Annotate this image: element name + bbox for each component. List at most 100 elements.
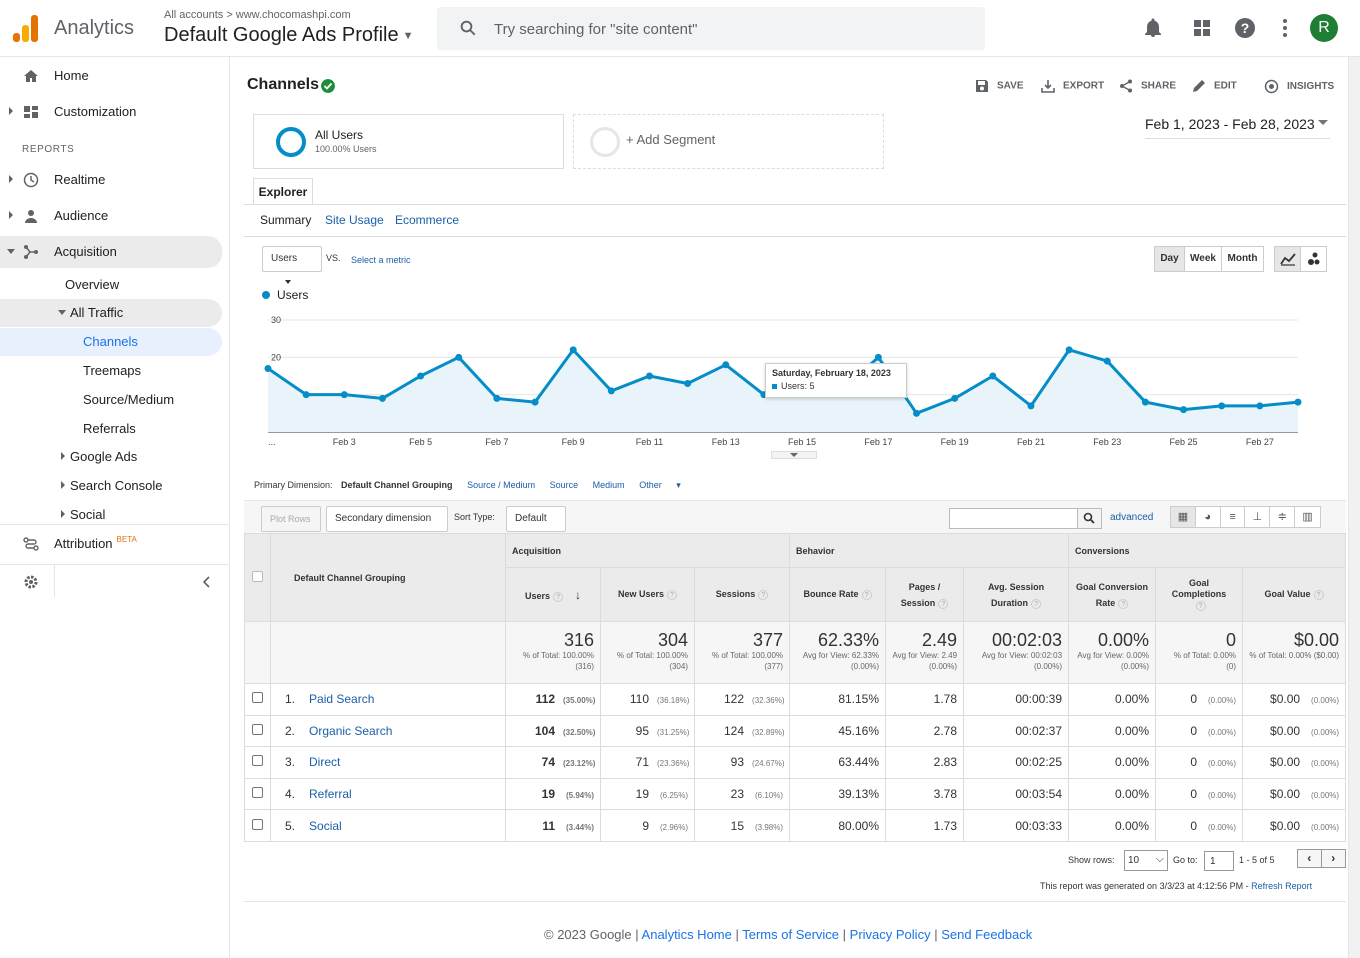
- footer-link-feedback[interactable]: Send Feedback: [941, 927, 1033, 942]
- next-page-chevron-icon[interactable]: ›: [1331, 851, 1336, 865]
- data-point[interactable]: [607, 387, 615, 395]
- data-table-view-icon[interactable]: ▦: [1171, 507, 1196, 527]
- sidebar-item-home[interactable]: Home: [0, 62, 222, 90]
- data-point[interactable]: [1180, 406, 1188, 414]
- data-point[interactable]: [569, 346, 577, 354]
- refresh-report-link[interactable]: Refresh Report: [1251, 881, 1313, 891]
- sidebar-item-channels[interactable]: Channels: [0, 328, 222, 356]
- sidebar-item-search-console[interactable]: Search Console: [0, 472, 222, 500]
- dimension-medium[interactable]: Medium: [592, 480, 625, 490]
- row-checkbox[interactable]: [252, 692, 263, 704]
- performance-view-icon[interactable]: ≡: [1221, 507, 1246, 527]
- goto-input[interactable]: 1: [1204, 851, 1234, 871]
- view-selector[interactable]: Default Google Ads Profile ▼: [164, 24, 413, 47]
- more-vert-icon[interactable]: [1273, 16, 1297, 40]
- show-rows-select[interactable]: 10 ⌵: [1124, 850, 1168, 871]
- dimension-source-medium[interactable]: Source / Medium: [467, 480, 536, 490]
- channel-link[interactable]: Referral: [309, 787, 352, 802]
- footer-link-terms[interactable]: Terms of Service: [742, 927, 840, 942]
- help-icon[interactable]: ?: [758, 590, 769, 600]
- term-cloud-view-icon[interactable]: ≑: [1270, 507, 1296, 527]
- analytics-logo-icon[interactable]: [13, 14, 39, 42]
- channel-link[interactable]: Social: [309, 818, 342, 833]
- dimension-other-dropdown[interactable]: Other ▾: [639, 480, 681, 490]
- sidebar-item-acquisition[interactable]: Acquisition: [0, 236, 222, 268]
- data-point[interactable]: [493, 394, 501, 402]
- channel-link[interactable]: Direct: [309, 755, 341, 770]
- column-header-goal-conversion-rate[interactable]: Goal Conversion Rate?: [1068, 567, 1157, 622]
- sidebar-item-realtime[interactable]: Realtime: [0, 166, 222, 194]
- channel-link[interactable]: Organic Search: [309, 723, 393, 738]
- footer-link-analytics-home[interactable]: Analytics Home: [641, 927, 732, 942]
- help-icon[interactable]: ?: [1313, 590, 1324, 600]
- channel-link[interactable]: Paid Search: [309, 692, 375, 707]
- sidebar-item-social[interactable]: Social: [0, 501, 222, 529]
- help-icon[interactable]: ?: [667, 590, 678, 600]
- advanced-filter-link[interactable]: advanced: [1110, 512, 1154, 523]
- data-point[interactable]: [684, 379, 692, 387]
- column-header-new-users[interactable]: New Users?: [600, 567, 695, 622]
- row-checkbox[interactable]: [252, 818, 263, 830]
- column-header-sessions[interactable]: Sessions?: [693, 567, 791, 622]
- table-filter-search-button[interactable]: [1077, 509, 1101, 528]
- help-icon[interactable]: ?: [861, 590, 872, 600]
- period-day-button[interactable]: Day: [1154, 246, 1185, 272]
- help-icon[interactable]: ?: [938, 598, 949, 609]
- tab-explorer[interactable]: Explorer: [253, 178, 313, 205]
- settings-gear-icon[interactable]: [23, 574, 39, 590]
- account-crumb[interactable]: All accounts: [164, 9, 224, 21]
- row-checkbox[interactable]: [252, 787, 263, 799]
- data-point[interactable]: [1256, 402, 1264, 410]
- insights-button[interactable]: INSIGHTS: [1264, 79, 1334, 94]
- data-point[interactable]: [951, 394, 959, 402]
- column-header-goal-completions[interactable]: Goal Completions?: [1155, 567, 1244, 622]
- data-point[interactable]: [1103, 357, 1111, 365]
- motion-chart-toggle[interactable]: [1300, 246, 1327, 272]
- column-header-pages-session[interactable]: Pages / Session?: [885, 567, 965, 622]
- help-icon[interactable]: ?: [1031, 598, 1042, 609]
- select-all-checkbox[interactable]: [252, 571, 263, 582]
- dimension-header[interactable]: Default Channel Grouping: [270, 533, 506, 622]
- prev-page-chevron-icon[interactable]: ‹: [1298, 850, 1322, 867]
- add-segment-button[interactable]: + Add Segment: [573, 114, 884, 169]
- data-point[interactable]: [378, 394, 386, 402]
- sidebar-item-treemaps[interactable]: Treemaps: [0, 357, 222, 385]
- help-icon[interactable]: ?: [1233, 16, 1257, 40]
- subtab-ecommerce[interactable]: Ecommerce: [395, 213, 460, 227]
- secondary-dimension-select[interactable]: Secondary dimension: [326, 506, 448, 545]
- data-point[interactable]: [722, 361, 730, 369]
- period-month-button[interactable]: Month: [1221, 246, 1264, 272]
- segment-all-users[interactable]: All Users 100.00% Users: [253, 114, 564, 169]
- column-header-goal-value[interactable]: Goal Value?: [1242, 567, 1347, 622]
- data-point[interactable]: [1294, 398, 1302, 406]
- data-point[interactable]: [417, 372, 425, 380]
- data-point[interactable]: [1218, 402, 1226, 410]
- data-point[interactable]: [645, 372, 653, 380]
- apps-grid-icon[interactable]: [1190, 16, 1214, 40]
- edit-button[interactable]: EDIT: [1192, 79, 1237, 93]
- chart-resize-handle[interactable]: [771, 451, 817, 459]
- data-point[interactable]: [531, 398, 539, 406]
- data-point[interactable]: [913, 409, 921, 417]
- sidebar-item-audience[interactable]: Audience: [0, 202, 222, 230]
- account-avatar[interactable]: R: [1310, 14, 1338, 42]
- data-point[interactable]: [340, 391, 348, 399]
- sidebar-item-customization[interactable]: Customization: [0, 98, 222, 126]
- sidebar-item-google-ads[interactable]: Google Ads: [0, 443, 222, 471]
- column-header-bounce-rate[interactable]: Bounce Rate?: [789, 567, 887, 622]
- row-checkbox[interactable]: [252, 755, 263, 767]
- data-point[interactable]: [1141, 398, 1149, 406]
- data-point[interactable]: [989, 372, 997, 380]
- collapse-sidebar-chevron-icon[interactable]: [201, 576, 213, 588]
- pivot-view-icon[interactable]: ▥: [1302, 511, 1313, 523]
- sort-type-select[interactable]: Default: [506, 506, 566, 545]
- data-point[interactable]: [874, 353, 882, 361]
- row-checkbox[interactable]: [252, 723, 263, 735]
- data-point[interactable]: [455, 353, 463, 361]
- comparison-view-icon[interactable]: ⊥: [1245, 507, 1271, 527]
- property-crumb[interactable]: www.chocomashpi.com: [235, 9, 351, 21]
- account-breadcrumb[interactable]: All accounts > www.chocomashpi.com: [164, 9, 351, 21]
- dimension-source[interactable]: Source: [549, 480, 579, 490]
- help-icon[interactable]: ?: [1195, 601, 1206, 611]
- period-week-button[interactable]: Week: [1184, 246, 1222, 272]
